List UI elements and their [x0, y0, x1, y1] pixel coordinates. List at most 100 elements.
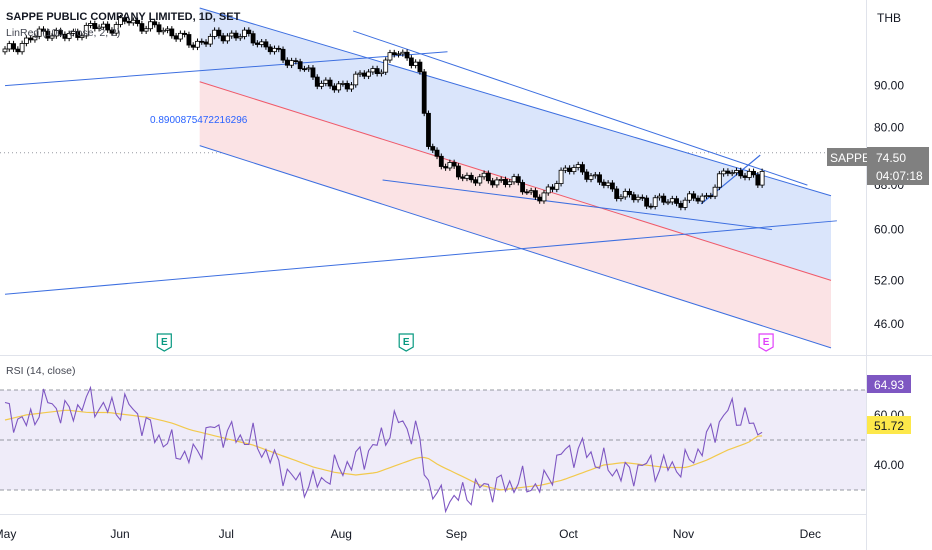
rsi-badges: 64.93 51.72: [867, 375, 911, 434]
candle: [558, 167, 564, 187]
candle: [349, 82, 354, 92]
candle: [105, 21, 111, 33]
time-tick-label: May: [0, 527, 16, 541]
candle: [165, 26, 170, 34]
candle: [36, 26, 42, 40]
candle: [699, 193, 705, 204]
time-tick-label: Sep: [446, 527, 468, 541]
candle: [353, 71, 359, 88]
candle: [682, 197, 688, 211]
candle: [644, 195, 650, 210]
candle: [297, 58, 303, 72]
candle: [139, 20, 145, 34]
candle: [738, 167, 744, 179]
candle: [665, 199, 671, 206]
candle: [614, 186, 620, 202]
price-tick-label: 52.00: [874, 273, 904, 287]
candle: [451, 159, 457, 169]
candle: [6, 40, 12, 52]
candle: [173, 32, 179, 42]
candle: [143, 25, 149, 34]
rsi-pane: [0, 385, 866, 514]
candle: [152, 18, 158, 28]
candle: [674, 195, 679, 207]
candle: [45, 28, 51, 41]
channel-lower-line[interactable]: [199, 145, 832, 349]
trend-line-0[interactable]: [4, 51, 448, 87]
candle: [19, 40, 25, 55]
candle: [319, 80, 324, 90]
rsi-ma-value: 51.72: [874, 419, 904, 433]
candle: [387, 49, 393, 63]
candle: [588, 172, 594, 183]
candle: [661, 193, 667, 206]
candle: [49, 33, 55, 41]
chart-title: SAPPE PUBLIC COMPANY LIMITED, 1D, SET: [6, 11, 241, 23]
candle: [379, 69, 384, 77]
price-tick-label: 46.00: [874, 317, 904, 331]
candle: [610, 180, 615, 192]
countdown: 04:07:18: [876, 169, 923, 183]
candle: [618, 194, 624, 202]
trend-line-3[interactable]: [4, 220, 837, 295]
candle: [515, 173, 521, 186]
candle: [751, 168, 756, 178]
candle: [541, 190, 547, 204]
candle: [759, 168, 765, 188]
candle: [468, 172, 474, 183]
candle: [729, 169, 735, 177]
candle: [336, 81, 342, 93]
candle: [417, 59, 423, 75]
candle: [113, 21, 119, 36]
candle: [374, 65, 380, 77]
candle: [421, 69, 427, 117]
candle: [148, 18, 153, 32]
symbol-badge-bg: [827, 148, 867, 166]
earnings-marker[interactable]: E: [398, 333, 414, 352]
candle: [15, 46, 21, 55]
indicator-label[interactable]: LinReg (100, close, 2, 2): [6, 27, 120, 39]
candle: [160, 27, 166, 35]
candle: [96, 24, 102, 32]
earnings-marker[interactable]: E: [156, 333, 172, 352]
time-axis[interactable]: May Jun Jul Aug Sep Oct Nov Dec: [0, 527, 821, 541]
candle: [66, 30, 72, 42]
rsi-value-badge-bg: [867, 375, 911, 393]
candle: [195, 38, 200, 51]
candle: [177, 30, 183, 42]
candle: [11, 40, 16, 52]
candle: [246, 27, 252, 37]
candle: [327, 77, 333, 89]
candle: [58, 27, 64, 38]
candle: [310, 65, 316, 80]
rsi-label[interactable]: RSI (14, close): [6, 365, 75, 377]
candle: [135, 17, 141, 27]
last-price-badge-bg: [867, 147, 929, 185]
price-tick-label: 90.00: [874, 79, 904, 93]
rsi-ma-line[interactable]: [4, 409, 763, 491]
candle: [426, 110, 431, 150]
rsi-line[interactable]: [4, 385, 763, 514]
candle: [580, 161, 585, 175]
candle: [272, 45, 277, 55]
candle: [396, 51, 401, 58]
earnings-marker[interactable]: E: [758, 333, 774, 352]
time-tick-label: Jul: [219, 527, 234, 541]
candle: [293, 57, 299, 65]
candle: [250, 30, 256, 46]
candle: [477, 173, 483, 186]
trend-line-1[interactable]: [352, 30, 808, 186]
candle: [156, 21, 162, 35]
channel-upper-line[interactable]: [199, 7, 832, 197]
candle: [652, 194, 658, 210]
rsi-ma-badge-bg: [867, 416, 911, 434]
candle: [383, 57, 389, 76]
channel-lower-fill: [199, 81, 831, 348]
trend-line-2[interactable]: [382, 179, 773, 231]
currency-label[interactable]: THB: [877, 11, 901, 25]
candle: [169, 26, 175, 39]
candle: [554, 180, 560, 193]
svg-text:E: E: [763, 337, 770, 348]
